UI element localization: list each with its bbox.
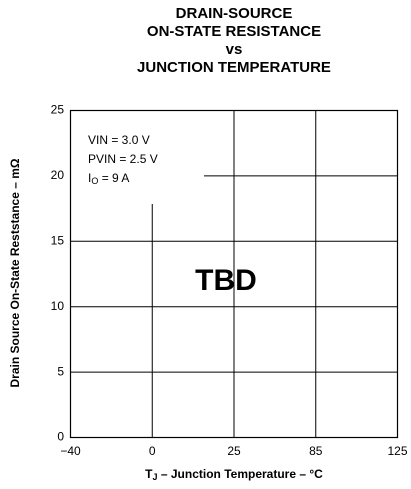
x-tick-label: 0 bbox=[149, 444, 156, 458]
title-line: ON-STATE RESISTANCE bbox=[147, 23, 321, 40]
x-tick-label: −40 bbox=[60, 444, 81, 458]
x-axis-label: TJ – Junction Temperature – °C bbox=[145, 467, 323, 482]
condition-main: I bbox=[88, 171, 91, 185]
condition: IO = 9 A bbox=[88, 171, 129, 186]
annotation-box bbox=[71, 111, 204, 204]
x-label-rest: – Junction Temperature – °C bbox=[158, 467, 324, 481]
y-tick-label: 5 bbox=[57, 364, 64, 378]
condition-rest: = 9 A bbox=[98, 171, 129, 185]
plot-frame bbox=[69, 109, 399, 439]
y-tick-label: 0 bbox=[57, 430, 64, 444]
condition: PVIN = 2.5 V bbox=[88, 152, 158, 166]
annotations: VIN = 3.0 V PVIN = 2.5 V IO = 9 A bbox=[88, 133, 158, 186]
title-line: DRAIN-SOURCE bbox=[176, 5, 293, 22]
condition: VIN = 3.0 V bbox=[88, 133, 150, 147]
y-axis-label: Drain Source On-State Reststance – mΩ bbox=[8, 158, 22, 387]
y-tick-label: 25 bbox=[51, 103, 65, 117]
x-tick-label: 125 bbox=[387, 444, 407, 458]
title-line: JUNCTION TEMPERATURE bbox=[137, 59, 331, 76]
condition-sub: O bbox=[91, 176, 98, 186]
x-label-sub: J bbox=[153, 472, 158, 482]
y-tick-label: 15 bbox=[51, 233, 65, 247]
y-tick-label: 20 bbox=[51, 168, 65, 182]
x-tick-label: 85 bbox=[309, 444, 323, 458]
placeholder-text: TBD bbox=[195, 264, 257, 297]
title-line: vs bbox=[226, 41, 243, 58]
x-tick-label: 25 bbox=[227, 444, 241, 458]
x-label-main: T bbox=[145, 467, 153, 481]
y-tick-label: 10 bbox=[51, 299, 65, 313]
